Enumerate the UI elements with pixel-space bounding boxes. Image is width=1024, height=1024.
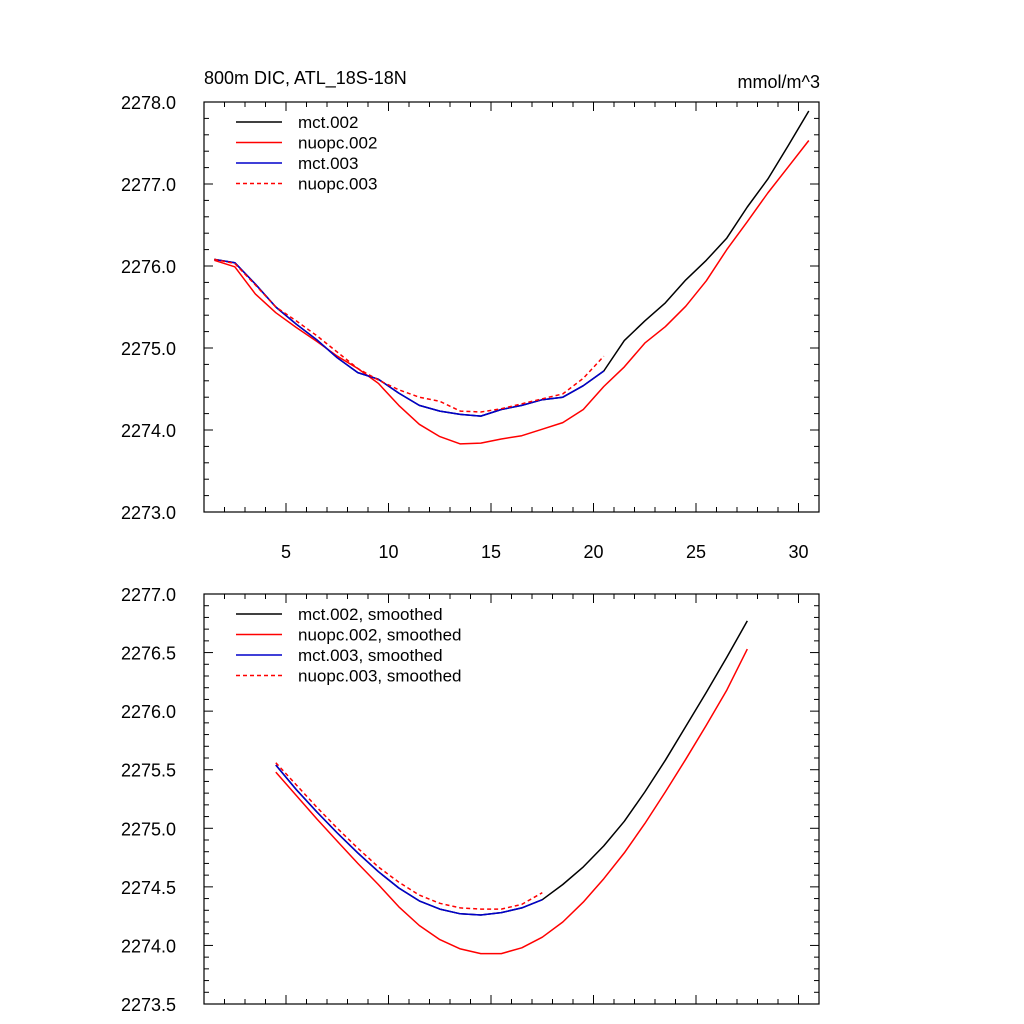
y-tick-label: 2278.0 bbox=[121, 93, 176, 113]
x-tick-label: 30 bbox=[788, 542, 808, 562]
legend-label: mct.002, smoothed bbox=[298, 605, 443, 624]
legend-label: nuopc.002, smoothed bbox=[298, 626, 462, 645]
legend-label: nuopc.002 bbox=[298, 134, 377, 153]
series-line-2 bbox=[275, 648, 748, 955]
x-tick-label: 15 bbox=[481, 542, 501, 562]
y-tick-label: 2273.0 bbox=[121, 503, 176, 523]
x-tick-label: 20 bbox=[583, 542, 603, 562]
y-tick-label: 2274.5 bbox=[121, 878, 176, 898]
plot-frame-top bbox=[203, 101, 820, 513]
legend-label: mct.002 bbox=[298, 113, 358, 132]
y-tick-label: 2274.0 bbox=[121, 936, 176, 956]
panel-bottom: 2273.5 2274.0 2274.5 2275.0 2275.5 2276.0 2276… bbox=[121, 585, 820, 1015]
y-tick-label: 2276.5 bbox=[121, 644, 176, 664]
y-tick-label: 2275.0 bbox=[121, 339, 176, 359]
legend-label: nuopc.003 bbox=[298, 175, 377, 194]
series-line-1 bbox=[275, 620, 748, 916]
series-line-3 bbox=[214, 258, 605, 417]
legend-label: mct.003, smoothed bbox=[298, 646, 443, 665]
series-line-2 bbox=[214, 140, 810, 445]
legend-label: mct.003 bbox=[298, 154, 358, 173]
y-tick-label: 2277.0 bbox=[121, 175, 176, 195]
y-tick-label: 2275.0 bbox=[121, 819, 176, 839]
y-tick-label: 2275.5 bbox=[121, 761, 176, 781]
x-tick-label: 5 bbox=[281, 542, 291, 562]
x-tick-label: 25 bbox=[686, 542, 706, 562]
legend-label: nuopc.003, smoothed bbox=[298, 667, 462, 686]
y-tick-label: 2277.0 bbox=[121, 585, 176, 605]
x-tick-label: 10 bbox=[378, 542, 398, 562]
y-tick-label: 2273.5 bbox=[121, 995, 176, 1015]
units-label: mmol/m^3 bbox=[738, 72, 820, 92]
panel-top: 800m DIC, ATL_18S-18N mmol/m^3 5 10 15 20 25… bbox=[121, 68, 820, 562]
plot-frame-bottom bbox=[203, 593, 820, 1005]
y-tick-label: 2274.0 bbox=[121, 421, 176, 441]
y-tick-label: 2276.0 bbox=[121, 257, 176, 277]
y-tick-label: 2276.0 bbox=[121, 702, 176, 722]
series-line-4 bbox=[214, 258, 605, 413]
series-line-4 bbox=[275, 762, 543, 910]
chart-title: 800m DIC, ATL_18S-18N bbox=[204, 68, 407, 89]
series-line-3 bbox=[275, 764, 543, 916]
